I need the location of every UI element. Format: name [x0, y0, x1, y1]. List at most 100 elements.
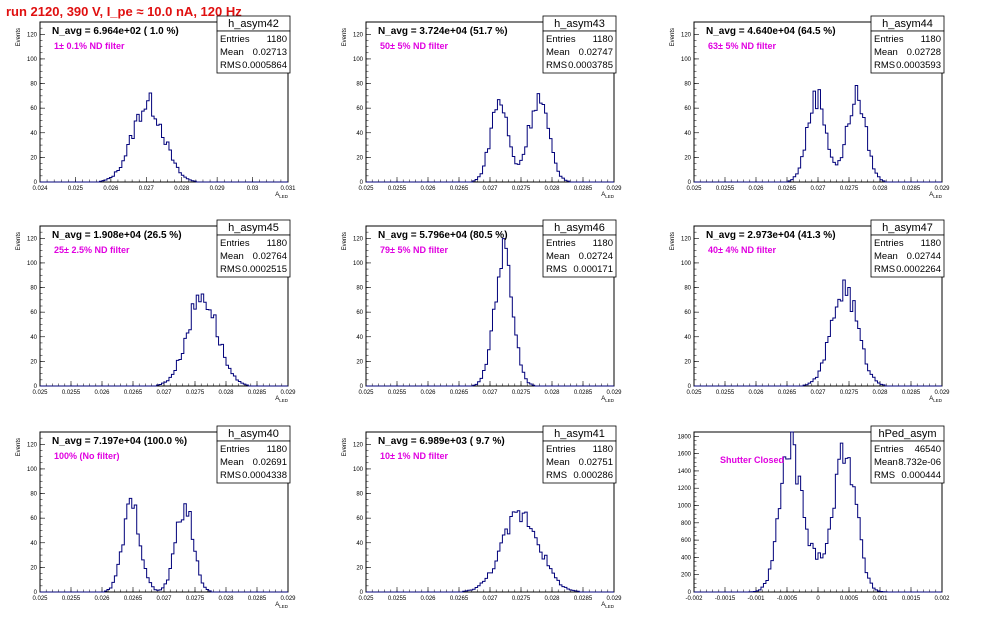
y-tick-label: 20	[356, 359, 363, 365]
stat-value: 0.02744	[907, 251, 941, 262]
x-tick-label: 0.026	[748, 390, 764, 396]
y-tick-label: 100	[27, 57, 38, 63]
histogram-name: h_asym40	[228, 428, 279, 440]
x-tick-label: 0.0265	[450, 186, 469, 192]
x-axis-label: ALED	[601, 192, 615, 199]
n-avg-label: N_avg = 5.796e+04 (80.5 %)	[378, 230, 508, 241]
x-axis-label: ALED	[929, 192, 943, 199]
x-tick-label: 0.026	[420, 186, 436, 192]
x-tick-label: 0.028	[544, 596, 560, 602]
stat-value: 0.000286	[573, 470, 613, 481]
y-tick-label: 400	[681, 555, 692, 561]
stat-value: 0.0003593	[896, 60, 941, 71]
histogram-line	[40, 497, 288, 593]
y-tick-label: 20	[684, 155, 691, 161]
x-tick-label: 0.0275	[840, 186, 859, 192]
x-tick-label: 0.027	[482, 390, 498, 396]
x-tick-label: -0.0015	[715, 596, 736, 602]
x-tick-label: 0.027	[139, 186, 155, 192]
x-tick-label: 0.028	[218, 596, 234, 602]
stats-box	[542, 234, 617, 278]
y-tick-label: 0	[360, 590, 364, 596]
x-axis-label: ALED	[601, 396, 615, 403]
y-tick-label: 80	[684, 82, 691, 88]
histogram-line	[40, 293, 288, 387]
x-tick-label: 0.029	[606, 186, 622, 192]
x-tick-label: 0.027	[810, 186, 826, 192]
y-tick-label: 80	[356, 286, 363, 292]
stat-value: 0.02751	[579, 457, 613, 468]
n-avg-label: N_avg = 3.724e+04 (51.7 %)	[378, 26, 508, 37]
y-axis-label: Events	[342, 28, 348, 46]
x-tick-label: 0.025	[686, 186, 702, 192]
x-tick-label: 0.001	[872, 596, 888, 602]
y-tick-label: 120	[681, 32, 692, 38]
stat-value: 0.02747	[579, 47, 613, 58]
x-tick-label: -0.001	[747, 596, 765, 602]
stat-label: RMS	[546, 264, 567, 275]
y-tick-label: 100	[681, 261, 692, 267]
x-tick-label: 0.029	[606, 390, 622, 396]
stat-value: 0.02713	[253, 47, 287, 58]
stat-value: 8.732e-06	[898, 457, 941, 468]
x-tick-label: 0.0275	[512, 390, 531, 396]
x-tick-label: 0.0285	[574, 390, 593, 396]
stat-label: Mean	[546, 251, 570, 262]
y-tick-label: 120	[353, 442, 364, 448]
x-tick-label: 0.0265	[124, 596, 143, 602]
stat-label: Entries	[874, 238, 904, 249]
stat-label: Entries	[546, 444, 576, 455]
x-tick-label: 0.002	[934, 596, 950, 602]
panel-h_asym43: 0 20 40 60 80 100 120 0.025 0.0255 0.026 0.0265 0.0…	[342, 15, 622, 199]
stats-box	[870, 440, 945, 484]
y-tick-label: 0	[688, 180, 692, 186]
x-tick-label: 0.0285	[902, 390, 921, 396]
stat-value: 0.0003785	[568, 60, 613, 71]
panel-h_asym46: 0 20 40 60 80 100 120 0.025 0.0255 0.026 0.0265 0.0…	[342, 219, 622, 403]
stat-label: RMS	[874, 470, 895, 481]
x-tick-label: 0.0265	[778, 390, 797, 396]
y-tick-label: 40	[684, 335, 691, 341]
y-tick-label: 40	[30, 131, 37, 137]
stat-label: RMS	[546, 470, 567, 481]
n-avg-label: N_avg = 2.973e+04 (41.3 %)	[706, 230, 836, 241]
x-tick-label: 0.03	[247, 186, 259, 192]
x-tick-label: 0.027	[810, 390, 826, 396]
panel-h_asym40: 0 20 40 60 80 100 120 0.025 0.0255 0.026 0.0265 0.0…	[16, 425, 296, 609]
x-tick-label: 0.026	[748, 186, 764, 192]
x-tick-label: 0.025	[68, 186, 84, 192]
y-tick-label: 40	[30, 541, 37, 547]
y-tick-label: 60	[356, 516, 363, 522]
n-avg-label: N_avg = 4.640e+04 (64.5 %)	[706, 26, 836, 37]
stat-label: Mean	[546, 457, 570, 468]
y-tick-label: 60	[356, 106, 363, 112]
y-tick-label: 80	[30, 82, 37, 88]
y-axis-label: Events	[342, 438, 348, 456]
y-tick-label: 0	[688, 384, 692, 390]
y-tick-label: 0	[34, 384, 38, 390]
x-tick-label: 0.031	[280, 186, 296, 192]
y-tick-label: 0	[34, 180, 38, 186]
y-axis-label: Events	[342, 232, 348, 250]
y-axis-label: Events	[16, 438, 22, 456]
y-tick-label: 100	[353, 467, 364, 473]
x-tick-label: 0.026	[420, 596, 436, 602]
filter-note: 100% (No filter)	[54, 451, 120, 461]
x-tick-label: 0.025	[358, 390, 374, 396]
stats-box	[216, 234, 291, 278]
stats-box	[542, 30, 617, 74]
panel-hPed_asym: 0 200 400 600 800 1000 1200 1400 1600 1800 -0.002 -…	[678, 425, 950, 602]
histogram-name: h_asym47	[882, 222, 933, 234]
filter-note: 40± 4% ND filter	[708, 245, 776, 255]
y-tick-label: 80	[684, 286, 691, 292]
y-tick-label: 100	[353, 57, 364, 63]
stat-label: Mean	[220, 47, 244, 58]
y-tick-label: 600	[681, 538, 692, 544]
n-avg-label: N_avg = 7.197e+04 (100.0 %)	[52, 436, 187, 447]
y-axis-label: Events	[670, 28, 676, 46]
y-tick-label: 0	[688, 590, 692, 596]
n-avg-label: N_avg = 6.989e+03 ( 9.7 %)	[378, 436, 505, 447]
x-tick-label: 0.0255	[388, 390, 407, 396]
stat-value: 0.0005864	[242, 60, 287, 71]
y-tick-label: 80	[356, 82, 363, 88]
